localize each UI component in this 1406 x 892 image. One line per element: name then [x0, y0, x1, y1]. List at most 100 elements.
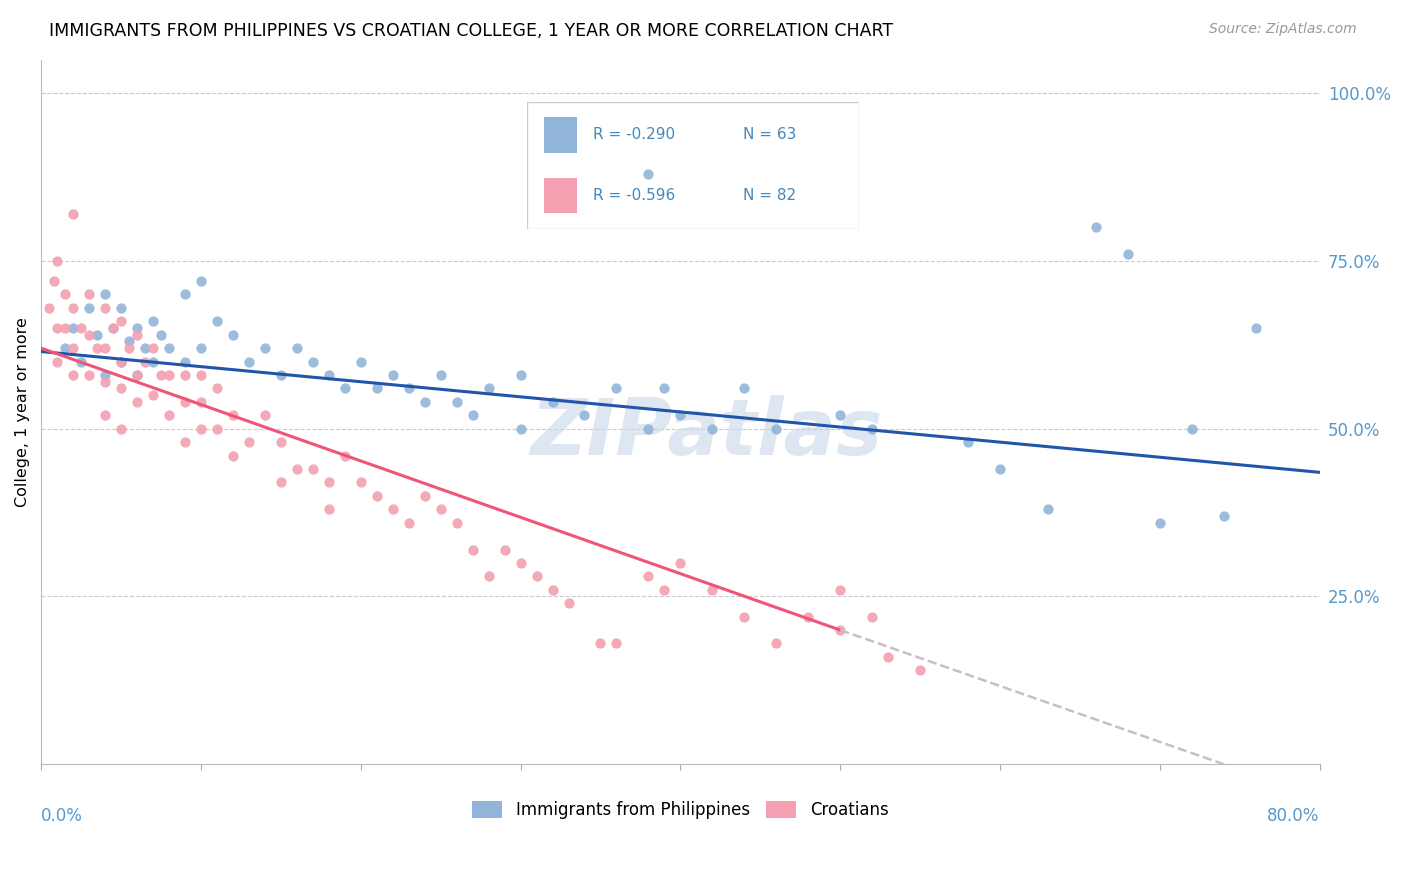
Point: [222, 409, 245, 423]
Point: [70, 354, 93, 368]
Point: [908, 663, 931, 677]
Point: [125, 368, 148, 382]
Point: [1036, 502, 1059, 516]
Point: [557, 596, 579, 610]
Point: [285, 462, 308, 476]
Point: [142, 341, 165, 355]
Point: [461, 542, 484, 557]
Point: [1149, 516, 1171, 530]
Point: [94, 301, 117, 315]
Point: [174, 395, 197, 409]
Text: IMMIGRANTS FROM PHILIPPINES VS CROATIAN COLLEGE, 1 YEAR OR MORE CORRELATION CHAR: IMMIGRANTS FROM PHILIPPINES VS CROATIAN …: [49, 22, 893, 40]
Point: [253, 341, 276, 355]
Point: [398, 381, 420, 395]
Point: [637, 569, 659, 583]
Point: [77, 327, 100, 342]
Point: [110, 354, 132, 368]
Point: [350, 475, 373, 490]
Point: [205, 314, 228, 328]
Point: [366, 489, 388, 503]
Point: [94, 287, 117, 301]
Point: [46, 321, 69, 335]
Point: [605, 636, 627, 650]
Point: [101, 321, 124, 335]
Point: [94, 375, 117, 389]
Point: [637, 422, 659, 436]
Point: [190, 395, 212, 409]
Point: [205, 422, 228, 436]
Point: [157, 341, 180, 355]
Point: [238, 435, 260, 450]
Point: [301, 462, 323, 476]
Point: [830, 623, 852, 637]
Point: [381, 502, 404, 516]
Point: [988, 462, 1011, 476]
Point: [605, 381, 627, 395]
Point: [589, 636, 612, 650]
Point: [110, 301, 132, 315]
Point: [174, 435, 197, 450]
Point: [541, 395, 564, 409]
Point: [70, 321, 93, 335]
Point: [669, 556, 692, 570]
Point: [478, 381, 501, 395]
Point: [461, 409, 484, 423]
Point: [509, 422, 531, 436]
Point: [149, 327, 172, 342]
Point: [101, 321, 124, 335]
Point: [94, 368, 117, 382]
Point: [53, 287, 76, 301]
Point: [1244, 321, 1267, 335]
Point: [125, 368, 148, 382]
Point: [541, 582, 564, 597]
Point: [1212, 508, 1234, 523]
Point: [333, 449, 356, 463]
Point: [574, 409, 596, 423]
Point: [157, 409, 180, 423]
Y-axis label: College, 1 year or more: College, 1 year or more: [15, 317, 30, 507]
Point: [270, 435, 292, 450]
Point: [134, 354, 156, 368]
Point: [429, 502, 451, 516]
Point: [253, 409, 276, 423]
Point: [110, 422, 132, 436]
Point: [110, 354, 132, 368]
Point: [765, 422, 787, 436]
Point: [77, 368, 100, 382]
Point: [446, 516, 468, 530]
Point: [877, 649, 900, 664]
Point: [860, 609, 883, 624]
Point: [413, 395, 436, 409]
Point: [413, 489, 436, 503]
Point: [190, 274, 212, 288]
Point: [62, 321, 84, 335]
Point: [77, 301, 100, 315]
Point: [62, 341, 84, 355]
Point: [46, 354, 69, 368]
Point: [205, 381, 228, 395]
Point: [285, 341, 308, 355]
Text: 0.0%: 0.0%: [41, 806, 83, 824]
Point: [860, 422, 883, 436]
Point: [62, 368, 84, 382]
Point: [62, 207, 84, 221]
Point: [134, 341, 156, 355]
Text: ZIPatlas: ZIPatlas: [530, 395, 882, 471]
Point: [509, 556, 531, 570]
Point: [86, 341, 108, 355]
Point: [125, 327, 148, 342]
Point: [38, 301, 60, 315]
Point: [1181, 422, 1204, 436]
Point: [830, 582, 852, 597]
Point: [142, 388, 165, 402]
Point: [222, 327, 245, 342]
Point: [301, 354, 323, 368]
Point: [190, 368, 212, 382]
Point: [478, 569, 501, 583]
Point: [142, 354, 165, 368]
Point: [654, 582, 676, 597]
Point: [318, 475, 340, 490]
Point: [509, 368, 531, 382]
Point: [174, 354, 197, 368]
Point: [526, 569, 548, 583]
